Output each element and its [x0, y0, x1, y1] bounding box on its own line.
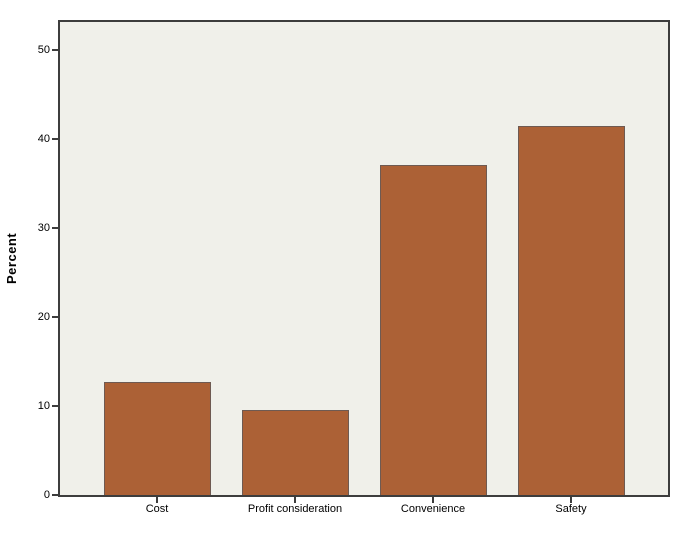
x-tick-label-profit-consideration: Profit consideration — [247, 503, 343, 515]
bar-safety — [517, 126, 625, 495]
x-tick-mark-profit-consideration — [294, 497, 296, 503]
plot-area — [58, 20, 670, 497]
x-tick-mark-convenience — [432, 497, 434, 503]
y-tick-mark-10 — [52, 405, 58, 407]
x-tick-label-cost: Cost — [145, 503, 169, 515]
x-tick-label-safety: Safety — [555, 503, 587, 515]
x-tick-mark-safety — [570, 497, 572, 503]
bar-cost — [103, 382, 211, 495]
y-tick-label-30: 30 — [37, 221, 50, 234]
y-tick-label-40: 40 — [37, 132, 50, 145]
y-tick-mark-20 — [52, 316, 58, 318]
x-tick-mark-cost — [156, 497, 158, 503]
y-tick-mark-30 — [52, 227, 58, 229]
y-tick-label-20: 20 — [37, 310, 50, 323]
y-tick-mark-40 — [52, 138, 58, 140]
y-tick-label-10: 10 — [37, 399, 50, 412]
y-axis-title: Percent — [4, 232, 19, 285]
y-tick-mark-50 — [52, 49, 58, 51]
bar-convenience — [379, 165, 487, 495]
bar-profit-consideration — [241, 410, 349, 495]
y-tick-mark-0 — [52, 494, 58, 496]
y-tick-label-50: 50 — [37, 43, 50, 56]
y-tick-label-0: 0 — [43, 489, 50, 501]
x-tick-label-convenience: Convenience — [400, 503, 466, 515]
